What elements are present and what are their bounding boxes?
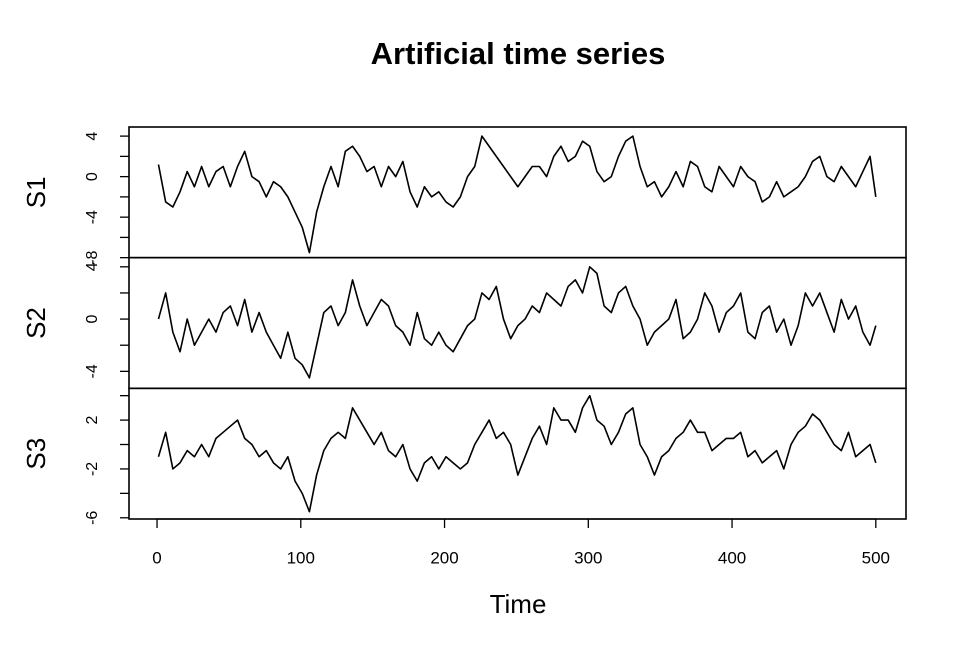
y-tick-label: -4	[84, 210, 101, 224]
y-tick-label: -6	[84, 511, 101, 525]
x-axis-label: Time	[490, 589, 547, 619]
y-axis-label: S2	[21, 307, 51, 339]
x-tick-label: 300	[574, 548, 602, 567]
x-tick-label: 200	[430, 548, 458, 567]
x-tick-label: 400	[718, 548, 746, 567]
y-tick-label: 2	[84, 416, 101, 425]
x-tick-label: 100	[287, 548, 315, 567]
y-tick-label: -8	[84, 250, 101, 264]
series-line	[157, 135, 877, 254]
y-tick-label: 4	[84, 132, 101, 141]
y-tick-label: -4	[84, 364, 101, 378]
y-tick-label: 0	[84, 315, 101, 324]
y-axis-label: S3	[21, 438, 51, 470]
y-tick-label: -2	[84, 462, 101, 476]
x-tick-label: 500	[862, 548, 890, 567]
y-tick-label: 0	[84, 172, 101, 181]
chart-title: Artificial time series	[371, 36, 666, 71]
y-axis-label: S1	[21, 176, 51, 208]
y-tick-label: 4	[84, 262, 101, 271]
x-tick-label: 0	[152, 548, 161, 567]
series-line	[157, 266, 877, 379]
series-line	[157, 394, 877, 513]
